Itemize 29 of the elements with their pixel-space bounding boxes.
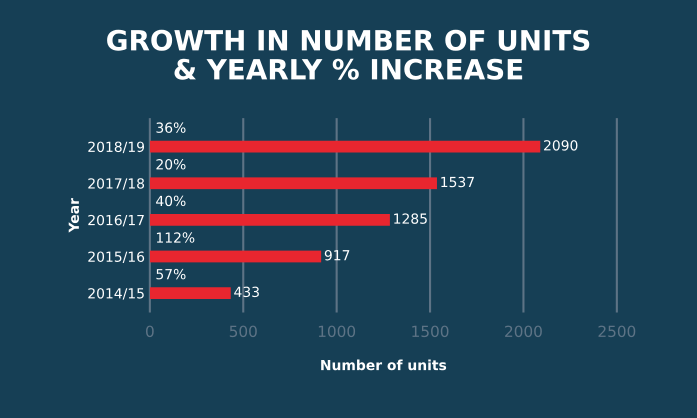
data-label: 917 <box>324 250 350 261</box>
y-tick-label: 2014/15 <box>88 288 144 300</box>
annotation: 112% <box>156 232 194 243</box>
annotation: 40% <box>156 196 186 206</box>
data-label: 1285 <box>394 213 427 224</box>
chart-title: GROWTH IN NUMBER OF UNITS & YEARLY % INCREASE <box>107 30 590 80</box>
x-tick-label: 500 <box>230 326 257 338</box>
bar <box>150 140 540 152</box>
bar <box>150 250 322 262</box>
x-tick-label: 2500 <box>598 326 636 338</box>
y-tick-label: 2015/16 <box>88 251 144 264</box>
x-axis-title: Number of units <box>321 360 446 370</box>
y-tick-label: 2016/17 <box>88 214 144 226</box>
data-label: 2090 <box>544 140 578 151</box>
annotation: 20% <box>156 159 186 170</box>
x-tick-label: 1500 <box>412 326 448 338</box>
annotation: 57% <box>156 268 186 280</box>
y-axis-title: Year <box>68 198 80 233</box>
data-label: 433 <box>234 286 259 298</box>
bar <box>150 287 231 299</box>
x-tick-label: 1000 <box>318 326 356 338</box>
annotation: 36% <box>156 122 186 133</box>
y-tick-label: 2017/18 <box>88 178 144 190</box>
x-tick-label: 2000 <box>505 326 542 338</box>
data-label: 1537 <box>441 176 474 188</box>
y-tick-label: 2018/19 <box>88 142 144 154</box>
bar <box>150 177 437 190</box>
x-tick-label: 0 <box>146 326 154 338</box>
bar <box>150 214 390 226</box>
